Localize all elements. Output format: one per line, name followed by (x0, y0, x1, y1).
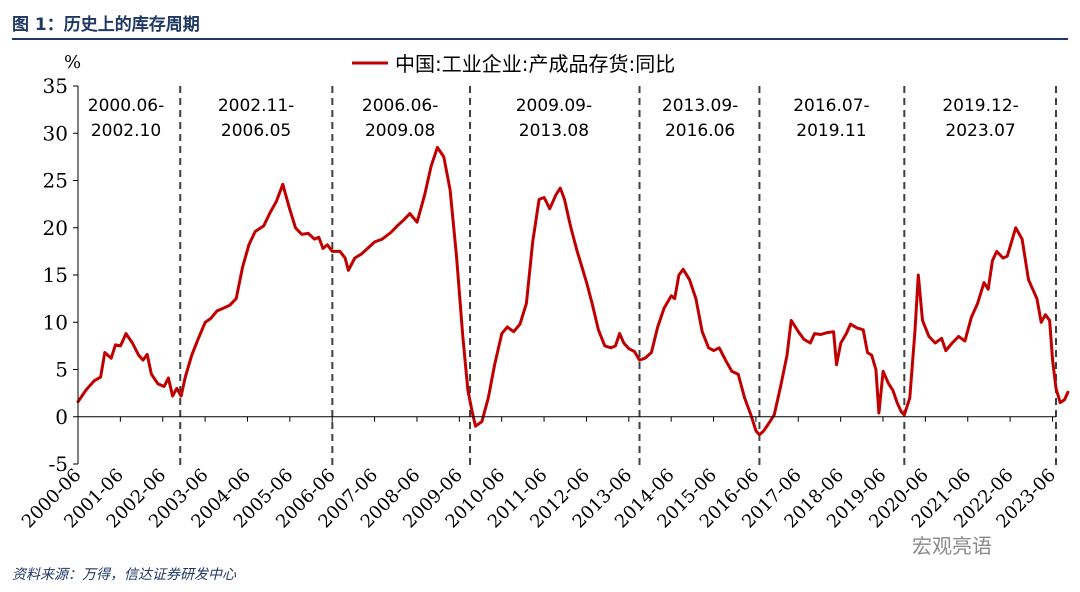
cycle-label-end: 2006.05 (221, 121, 291, 141)
title-rule (12, 38, 1068, 40)
cycle-label-start: 2000.06- (88, 96, 164, 116)
cycle-label-end: 2016.06 (665, 121, 735, 141)
cycle-label-end: 2019.11 (796, 121, 866, 141)
cycle-label-start: 2013.09- (662, 96, 738, 116)
series-line (76, 145, 1070, 437)
y-tick-label: 30 (43, 121, 68, 145)
cycle-label-end: 2002.10 (91, 121, 161, 141)
y-axis-label: % (64, 52, 81, 73)
y-tick-label: 25 (43, 169, 68, 193)
legend-label: 中国:工业企业:产成品存货:同比 (395, 52, 675, 76)
y-tick-label: 35 (43, 74, 68, 98)
cycle-label-end: 2009.08 (365, 121, 435, 141)
cycle-label-end: 2013.08 (519, 121, 589, 141)
cycle-label-start: 2019.12- (942, 96, 1018, 116)
y-tick-label: 15 (43, 263, 68, 287)
legend: 中国:工业企业:产成品存货:同比 (352, 52, 675, 76)
cycle-label-end: 2023.07 (945, 121, 1015, 141)
watermark-text: 宏观亮语 (912, 534, 992, 558)
y-tick-label: 5 (55, 358, 68, 382)
cycle-label-start: 2009.09- (516, 96, 592, 116)
y-tick-label: -5 (49, 452, 68, 476)
source-note: 资料来源：万得，信达证券研发中心 (12, 567, 236, 583)
cycle-label-start: 2006.06- (362, 96, 438, 116)
cycle-label-start: 2002.11- (218, 96, 294, 116)
y-tick-label: 20 (43, 216, 68, 240)
inventory-cycle-chart: % 中国:工业企业:产成品存货:同比 2000.06- 2002.10 2002.1… (18, 52, 1070, 532)
y-tick-label: 10 (43, 310, 68, 334)
figure-title: 图 1：历史上的库存周期 (12, 15, 200, 35)
y-tick-label: 0 (55, 405, 68, 429)
cycle-label-start: 2016.07- (793, 96, 869, 116)
